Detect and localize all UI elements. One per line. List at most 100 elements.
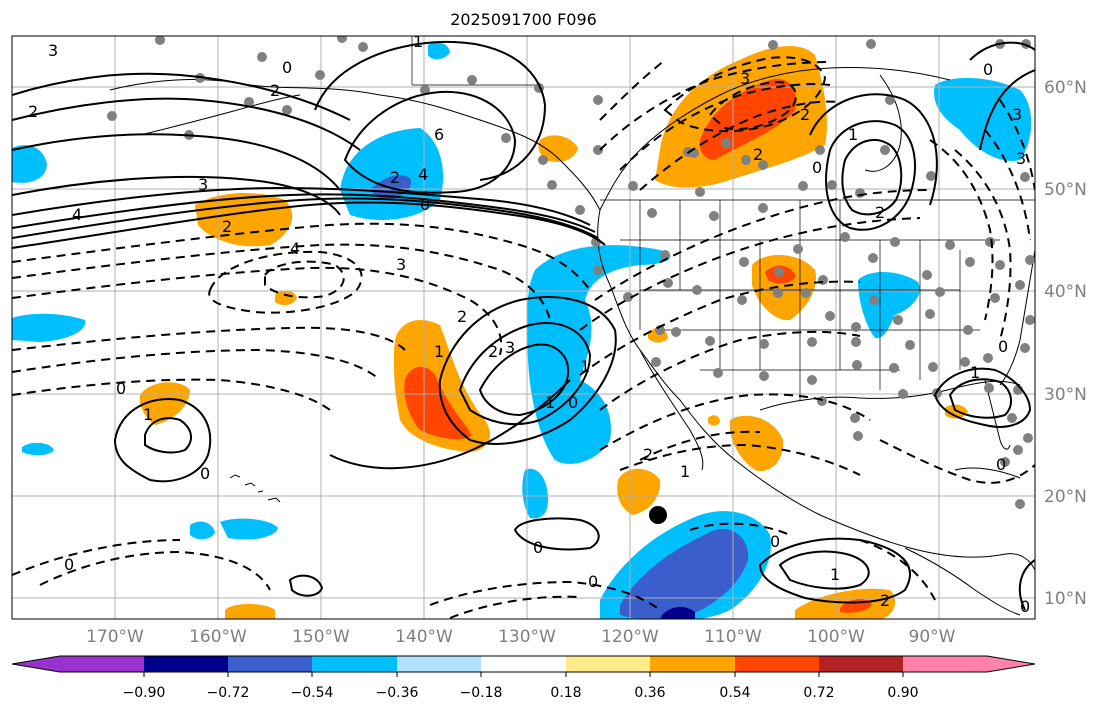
colorbar-segment — [650, 656, 735, 672]
contour-label: 1 — [680, 462, 690, 481]
florida — [984, 379, 1011, 450]
contour-label: 1 — [970, 363, 980, 382]
contour-label: 0 — [1020, 597, 1030, 616]
colorbar-segment — [60, 656, 144, 672]
colorbar-tick-label: −0.36 — [376, 685, 419, 701]
shade-neg-east-canada — [934, 78, 1032, 161]
contour-label: 3 — [396, 255, 406, 274]
colorbar-segment — [735, 656, 819, 672]
contour-label: 6 — [434, 125, 444, 144]
colorbar-extend-low — [12, 656, 60, 672]
shade-pos-bc — [538, 135, 578, 162]
contour-label: 1 — [413, 32, 423, 51]
colorbar-segment — [566, 656, 650, 672]
shade-neg-small2 — [428, 42, 450, 60]
colorbar-segment — [144, 656, 228, 672]
east-coast — [999, 249, 1035, 386]
contour-label: 4 — [290, 239, 300, 258]
lon-label: 90°W — [909, 627, 956, 647]
colorbar-tick-label: −0.18 — [460, 685, 503, 701]
colorbar-segment — [397, 656, 481, 672]
baja-california — [639, 349, 704, 471]
lon-label: 140°W — [395, 627, 453, 647]
contour-label: 0 — [812, 158, 822, 177]
colorbar-outline — [11, 655, 1036, 673]
lon-label: 100°W — [807, 627, 865, 647]
shade-neg-mexico-core — [620, 529, 749, 619]
shade-neg-hawaii2 — [220, 518, 278, 540]
contour-label: 0 — [998, 337, 1008, 356]
shade-neg-baja — [522, 468, 548, 519]
contour-label: 4 — [72, 205, 82, 224]
canada-coast — [599, 67, 951, 211]
shade-neg-small1 — [22, 442, 54, 456]
lon-labels: 170°W 160°W 150°W 140°W 130°W 120°W 110°… — [86, 627, 956, 647]
contour-label: 3 — [198, 175, 208, 194]
contour-label: 3 — [505, 338, 515, 357]
shade-neg-aleut — [12, 145, 47, 183]
cuba — [954, 467, 1021, 479]
contour-label: 0 — [116, 379, 126, 398]
contour-labels: 3 0 1 2 2 4 6 4 2 0 3 2 4 3 2 1 2 3 1 0 … — [28, 32, 1030, 616]
contour-label: 2 — [222, 217, 232, 236]
lat-label: 10°N — [1044, 589, 1087, 609]
station-dots — [107, 36, 1035, 509]
contour-label: 1 — [545, 393, 555, 412]
lat-labels: 60°N 50°N 40°N 30°N 20°N 10°N — [1044, 78, 1087, 609]
colorbar-segment — [481, 656, 566, 672]
colorbar-segment — [819, 656, 903, 672]
shade-pos-offmexico — [617, 468, 661, 515]
contour-label: 0 — [588, 572, 598, 591]
colorbar-tick-label: 0.90 — [887, 685, 918, 701]
hudson-bay — [864, 74, 902, 172]
contour-label: 3 — [1012, 105, 1022, 124]
storm-marker — [649, 506, 667, 524]
contour-label: 1 — [580, 357, 590, 376]
colorbar-tick-label: 0.54 — [719, 685, 750, 701]
shade-neg-mexico-deep — [660, 607, 695, 619]
colorbar-segment — [903, 656, 987, 672]
grid-lines — [12, 36, 1035, 619]
colorbar-extend-high — [987, 656, 1035, 672]
west-coast — [597, 209, 1035, 571]
lon-label: 120°W — [601, 627, 659, 647]
shade-neg-pacific-w — [12, 313, 86, 342]
contour-label: 0 — [200, 464, 210, 483]
lon-label: 170°W — [86, 627, 144, 647]
contour-label: 2 — [643, 445, 653, 464]
contour-label: 3 — [48, 41, 58, 60]
hawaii-islands — [229, 474, 281, 503]
shade-pos-plains — [752, 254, 816, 321]
contour-label: 0 — [770, 532, 780, 551]
lon-label: 160°W — [189, 627, 247, 647]
colorbar-tick-label: 0.72 — [803, 685, 834, 701]
lon-label: 150°W — [292, 627, 350, 647]
contour-label: 0 — [568, 393, 578, 412]
lat-label: 20°N — [1044, 487, 1087, 507]
contour-label: 0 — [282, 58, 292, 77]
shade-neg-westcoast — [527, 245, 671, 464]
shade-pos-small-gulf — [708, 415, 720, 426]
shade-pos-aleut-east — [195, 193, 293, 247]
colorbar-tick-label: 0.36 — [634, 685, 665, 701]
contour-label: 1 — [434, 342, 444, 361]
lat-label: 50°N — [1044, 180, 1087, 200]
contour-label: 0 — [420, 195, 430, 214]
contour-label: 0 — [983, 60, 993, 79]
contour-label: 2 — [390, 168, 400, 187]
colorbar: −0.90 −0.72 −0.54 −0.36 −0.18 0.18 0.36 … — [11, 655, 1036, 701]
shade-neg-hawaii1 — [190, 521, 215, 540]
shade-neg-midwest — [858, 271, 920, 339]
shade-pos-small-sw — [225, 604, 275, 619]
map-title: 2025091700 F096 — [450, 10, 597, 29]
contour-label: 3 — [740, 69, 750, 88]
contour-label: 3 — [1016, 149, 1026, 168]
lat-label: 40°N — [1044, 282, 1087, 302]
lat-label: 60°N — [1044, 78, 1087, 98]
contour-label: 1 — [143, 405, 153, 424]
lat-label: 30°N — [1044, 385, 1087, 405]
shade-pos-pacific-mid — [139, 382, 190, 425]
lon-label: 110°W — [704, 627, 762, 647]
map-frame — [11, 35, 1036, 620]
